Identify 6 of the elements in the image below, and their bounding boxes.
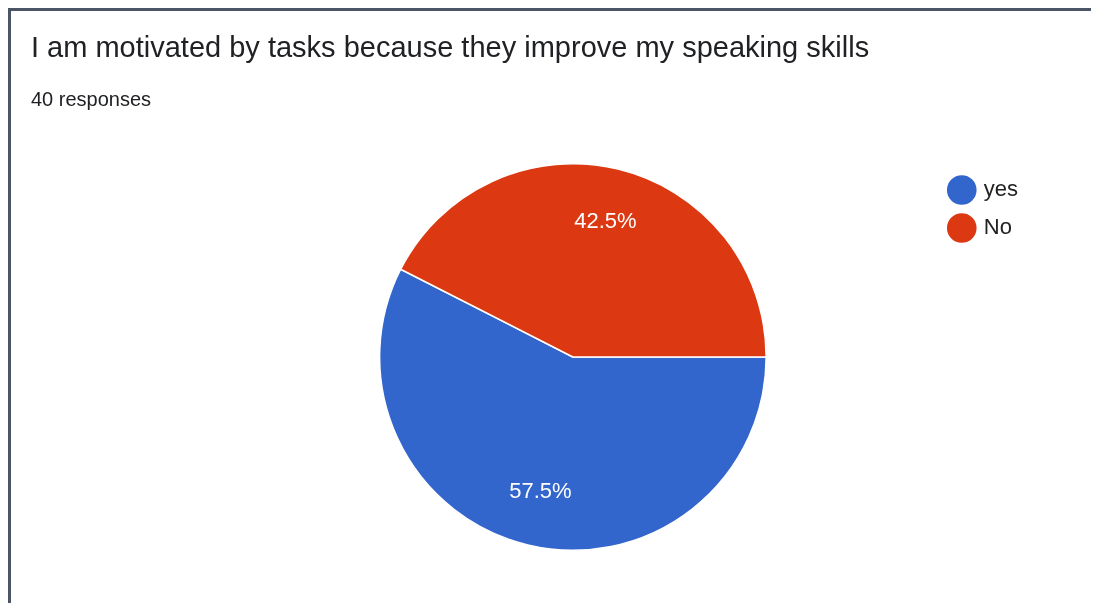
text: 40 responses: [30, 87, 153, 111]
chart-title: I am motivated by tasks because they improve my speaking skills: [30, 30, 871, 64]
data-label: 57.5%: [509, 478, 572, 504]
legend-label: No: [983, 214, 1012, 240]
legend-label: yes: [983, 176, 1019, 202]
data-label: 42.5%: [574, 207, 637, 233]
